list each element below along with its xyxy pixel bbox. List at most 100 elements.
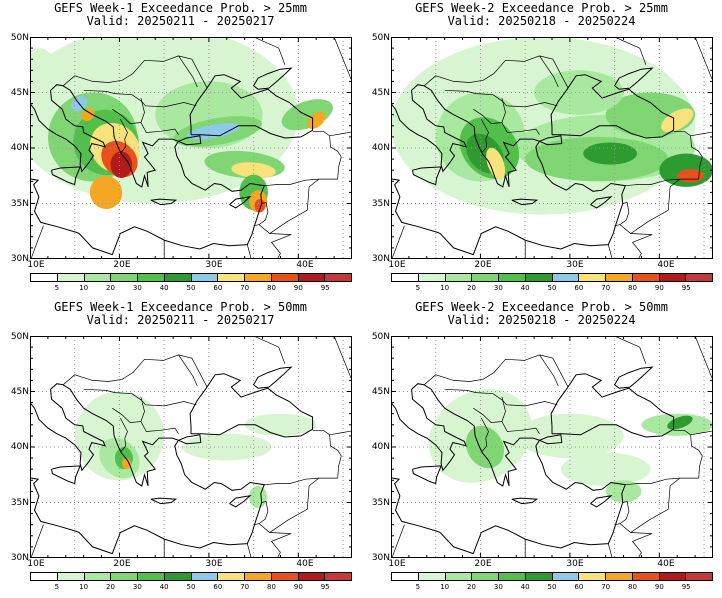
country-border — [254, 500, 269, 526]
colorbar-swatch — [111, 573, 138, 580]
lat-label: 40N — [10, 143, 29, 153]
country-border — [253, 336, 286, 364]
panel-title: GEFS Week-1 Exceedance Prob. > 50mm — [54, 300, 307, 314]
colorbar-swatch — [525, 573, 553, 580]
colorbar-swatch — [57, 274, 85, 281]
colorbar-swatch — [632, 274, 660, 281]
colorbar-label: 90 — [654, 583, 664, 591]
probability-area — [583, 142, 637, 165]
lon-label: 30E — [566, 559, 584, 569]
country-border — [391, 225, 405, 259]
probability-area — [254, 199, 266, 213]
colorbar-swatch — [164, 274, 192, 281]
country-border — [30, 524, 44, 558]
lon-label: 40E — [296, 260, 314, 270]
colorbar-label: 20 — [467, 583, 476, 591]
country-border — [501, 397, 506, 422]
panel-valid-dates: Valid: 20250211 - 20250217 — [86, 14, 275, 28]
country-border — [119, 417, 128, 452]
colorbar-label: 50 — [547, 284, 557, 292]
colorbar-label: 40 — [159, 284, 169, 292]
probability-map — [30, 336, 352, 558]
coastline — [252, 366, 293, 389]
country-border — [480, 118, 489, 153]
colorbar-label: 50 — [547, 583, 557, 591]
probability-area — [244, 413, 317, 436]
probability-area — [677, 169, 705, 183]
lon-label: 20E — [113, 260, 131, 270]
colorbar-swatch — [499, 573, 526, 580]
coastline — [391, 384, 626, 555]
colorbar-swatch — [31, 573, 58, 580]
coastline — [590, 495, 613, 508]
colorbar-label: 80 — [267, 284, 276, 292]
coastline — [189, 373, 314, 438]
colorbar-label: 60 — [574, 284, 584, 292]
panel-valid-dates: Valid: 20250218 - 20250224 — [447, 14, 636, 28]
colorbar-label: 70 — [601, 583, 611, 591]
country-border — [607, 244, 613, 259]
colorbar-label: 30 — [493, 284, 503, 292]
lat-label: 45N — [10, 387, 29, 397]
country-border — [329, 135, 342, 180]
country-border — [119, 118, 128, 153]
country-border — [539, 354, 559, 387]
lon-label: 20E — [474, 559, 492, 569]
map-canvas — [30, 37, 352, 259]
colorbar-label: 10 — [440, 583, 450, 591]
probability-area — [661, 108, 694, 133]
country-border — [694, 37, 713, 82]
country-border — [480, 417, 489, 452]
lat-label: 35N — [10, 199, 29, 209]
colorbar — [391, 572, 713, 581]
lat-label: 45N — [371, 88, 390, 98]
lat-label: 50N — [10, 33, 29, 43]
country-border — [312, 429, 352, 436]
colorbar-label: 20 — [467, 284, 476, 292]
colorbar-swatch — [84, 573, 112, 580]
coastline — [150, 198, 178, 206]
colorbar-swatch — [686, 274, 712, 281]
coastline — [511, 198, 539, 206]
lat-label: 50N — [10, 332, 29, 342]
country-border — [258, 477, 320, 533]
colorbar-swatch — [191, 274, 219, 281]
panel-week2-50mm: GEFS Week-2 Exceedance Prob. > 50mm Vali… — [361, 299, 722, 598]
colorbar-label: 5 — [415, 583, 421, 591]
panel-title: GEFS Week-2 Exceedance Prob. > 25mm — [415, 1, 668, 15]
probability-area — [89, 175, 123, 209]
colorbar-swatch — [138, 274, 165, 281]
coastline — [613, 366, 654, 389]
coastline — [412, 465, 442, 485]
colorbar-swatch — [164, 573, 192, 580]
colorbar-swatch — [84, 274, 112, 281]
country-border — [258, 178, 320, 234]
coastline — [252, 67, 293, 90]
colorbar-label: 90 — [654, 284, 664, 292]
country-border — [269, 532, 292, 558]
colorbar-label: 50 — [186, 583, 196, 591]
colorbar-swatch — [606, 274, 633, 281]
panel-week1-50mm: GEFS Week-1 Exceedance Prob. > 50mm Vali… — [0, 299, 361, 598]
colorbar-label: 95 — [320, 284, 330, 292]
country-border — [690, 434, 703, 479]
coastline — [30, 85, 265, 256]
coastline — [412, 166, 442, 186]
colorbar-label: 80 — [628, 284, 637, 292]
probability-area — [74, 391, 165, 481]
colorbar-swatch — [418, 274, 446, 281]
country-border — [178, 55, 198, 88]
colorbar-swatch — [552, 573, 580, 580]
colorbar-swatch — [659, 573, 687, 580]
colorbar-swatch — [525, 274, 553, 281]
colorbar-swatch — [579, 274, 606, 281]
country-border — [140, 98, 145, 123]
colorbar-swatch — [271, 573, 299, 580]
country-border — [630, 233, 653, 259]
colorbar-swatch — [57, 573, 85, 580]
lon-label: 10E — [388, 559, 406, 569]
country-border — [391, 524, 405, 558]
coastline — [550, 373, 675, 438]
colorbar-label: 95 — [681, 583, 691, 591]
coastline — [30, 84, 106, 173]
